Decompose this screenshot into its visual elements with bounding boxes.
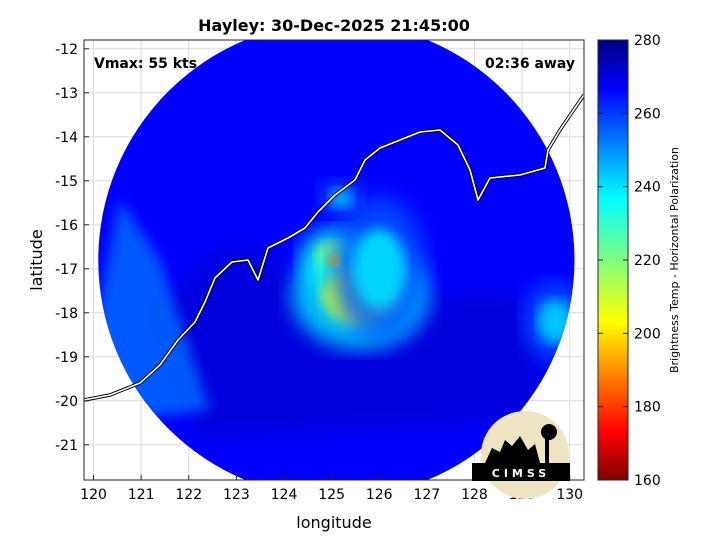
y-tick-label: -19 <box>55 350 78 366</box>
cimss-logo: CIMSS <box>472 411 570 499</box>
y-tick-label: -17 <box>55 262 78 278</box>
x-tick-label: 126 <box>366 487 393 503</box>
x-tick-label: 130 <box>556 487 583 503</box>
x-axis-label: longitude <box>296 513 371 532</box>
chart-title: Hayley: 30-Dec-2025 21:45:00 <box>198 16 470 35</box>
y-axis-label: latitude <box>27 229 46 290</box>
colorbar-ticks: 280 260 240 220 200 180 160 <box>598 33 661 489</box>
logo-text: CIMSS <box>492 467 550 480</box>
y-tick-label: -12 <box>55 42 78 58</box>
colorbar-tick-label: 200 <box>634 326 661 342</box>
colorbar-tick-label: 160 <box>634 473 661 489</box>
feature-spiral-band <box>353 228 406 309</box>
feature-eye-core <box>328 254 340 266</box>
x-tick-label: 120 <box>80 487 107 503</box>
vmax-annotation: Vmax: 55 kts <box>94 56 197 72</box>
x-tick-label: 121 <box>128 487 155 503</box>
y-tick-label: -15 <box>55 174 78 190</box>
y-tick-label: -16 <box>55 218 78 234</box>
x-tick-label: 122 <box>175 487 202 503</box>
colorbar-tick-label: 220 <box>634 253 661 269</box>
time-away-annotation: 02:36 away <box>485 56 575 72</box>
colorbar-tick-label: 280 <box>634 33 661 49</box>
coastline <box>84 94 584 402</box>
x-tick-label: 124 <box>271 487 298 503</box>
colorbar-label: Brightness Temp - Horizontal Polarizatio… <box>668 147 681 373</box>
x-tick-label: 123 <box>223 487 250 503</box>
microwave-swath <box>98 40 575 480</box>
colorbar-tick-label: 180 <box>634 400 661 416</box>
colorbar-tick-label: 240 <box>634 180 661 196</box>
colorbar-tick-label: 260 <box>634 106 661 122</box>
x-tick-label: 127 <box>413 487 440 503</box>
y-tick-label: -20 <box>55 394 78 410</box>
coastline-line <box>84 94 584 401</box>
plot-frame <box>83 39 585 481</box>
y-tick-label: -21 <box>55 438 78 454</box>
y-tick-label: -13 <box>55 86 78 102</box>
y-axis: -12 -13 -14 -15 -16 -17 -18 -19 -20 -21 <box>55 42 89 454</box>
y-tick-label: -18 <box>55 306 78 322</box>
x-tick-label: 128 <box>461 487 488 503</box>
x-tick-label: 125 <box>318 487 345 503</box>
y-tick-label: -14 <box>55 130 78 146</box>
